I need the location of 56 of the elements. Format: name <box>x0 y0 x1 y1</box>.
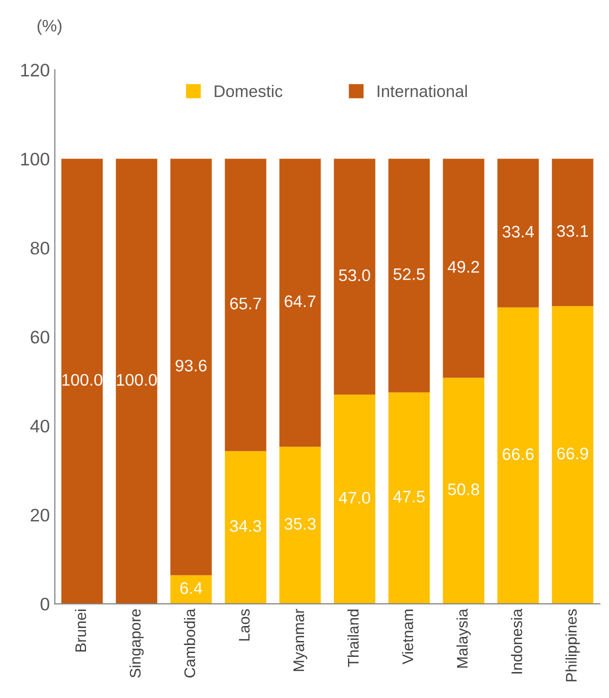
data-label: 35.3 <box>284 518 316 530</box>
bar <box>224 158 266 452</box>
data-label: 50.8 <box>448 483 480 496</box>
bar <box>61 158 103 604</box>
y-tick-label: 120 <box>21 64 50 77</box>
data-label: 52.5 <box>394 268 425 280</box>
bar <box>279 446 321 604</box>
data-label: 66.6 <box>502 448 534 460</box>
bar <box>170 158 212 576</box>
data-label: 47.5 <box>393 490 425 503</box>
bar <box>552 158 594 306</box>
bar <box>552 306 594 604</box>
x-tick-label: Cambodia <box>184 608 196 678</box>
bar <box>388 392 430 604</box>
y-tick-label: 60 <box>30 330 50 344</box>
data-label: 100.0 <box>116 374 157 386</box>
x-tick-label: Thailand <box>347 610 359 667</box>
data-label: 49.2 <box>448 260 479 273</box>
y-tick-label: 100 <box>21 152 50 166</box>
y-axis-title: (%) <box>38 19 62 35</box>
data-label: 33.4 <box>502 226 534 238</box>
data-label: 66.9 <box>557 448 588 460</box>
y-tick-label: 80 <box>30 242 50 255</box>
y-tick-label: 0 <box>40 598 50 610</box>
y-tick-label: 40 <box>30 420 50 432</box>
data-label: 93.6 <box>176 360 207 372</box>
data-label: 64.7 <box>284 295 316 308</box>
legend-label: Domestic <box>214 84 282 98</box>
data-label: 53.0 <box>339 269 370 282</box>
bar <box>170 575 212 604</box>
data-label: 100.0 <box>62 374 102 386</box>
x-tick-label: Indonesia <box>510 608 522 674</box>
x-tick-label: Malaysia <box>456 608 471 668</box>
bar <box>497 307 539 604</box>
x-tick-label: Singapore <box>129 609 144 678</box>
bar <box>334 394 376 604</box>
x-tick-label: Laos <box>239 609 250 641</box>
data-label: 6.4 <box>180 582 202 594</box>
bar <box>279 158 321 447</box>
data-label: 65.7 <box>230 298 261 310</box>
y-tick-label: 20 <box>30 508 50 522</box>
bar <box>224 451 266 604</box>
x-tick-label: Vietnam <box>402 610 414 664</box>
data-label: 34.3 <box>230 520 262 532</box>
bar <box>442 378 484 604</box>
bar <box>388 158 430 392</box>
bar <box>497 158 539 308</box>
bar <box>442 158 484 378</box>
data-label: 47.0 <box>338 492 370 504</box>
legend-label: International <box>378 84 467 98</box>
x-tick-label: Myanmar <box>294 608 308 672</box>
bar <box>334 158 376 395</box>
x-tick-label: Brunei <box>74 610 86 652</box>
bar <box>116 158 158 604</box>
x-tick-label: Philippines <box>565 609 580 682</box>
data-label: 33.1 <box>557 225 588 237</box>
